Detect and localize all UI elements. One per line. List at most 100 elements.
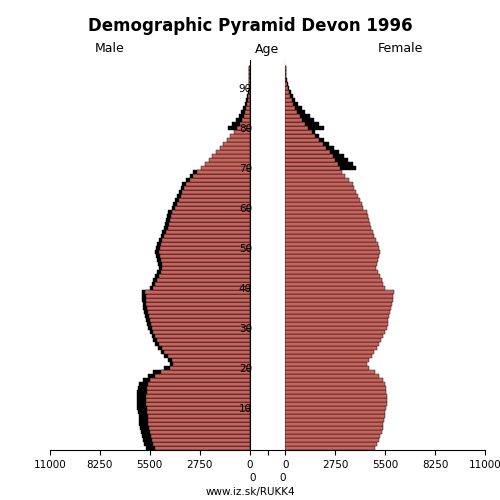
Bar [223, 142, 250, 146]
Bar [168, 210, 250, 214]
Bar [286, 162, 352, 166]
Bar [145, 314, 250, 318]
Bar [155, 374, 250, 378]
Bar [159, 250, 250, 254]
Bar [286, 90, 289, 94]
Bar [182, 182, 250, 186]
Bar [147, 410, 250, 414]
Bar [248, 94, 250, 98]
Bar [286, 158, 336, 162]
Bar [286, 110, 297, 114]
Bar [286, 198, 360, 202]
Bar [286, 406, 386, 410]
Bar [174, 202, 250, 205]
Bar [286, 298, 393, 302]
Bar [286, 174, 346, 178]
Bar [286, 134, 316, 138]
Bar [245, 102, 250, 106]
Bar [154, 330, 250, 334]
Bar [155, 342, 250, 345]
Bar [286, 326, 386, 330]
Bar [139, 422, 250, 426]
Bar [286, 170, 342, 173]
Bar [190, 178, 250, 182]
Bar [177, 202, 250, 205]
Bar [148, 374, 250, 378]
Bar [166, 230, 250, 234]
Bar [160, 270, 250, 274]
Bar [164, 354, 250, 358]
Bar [216, 150, 250, 154]
Bar [159, 266, 250, 270]
Bar [286, 426, 382, 430]
Bar [150, 378, 250, 382]
Bar [148, 310, 250, 314]
Bar [139, 382, 250, 386]
Bar [205, 162, 250, 166]
Bar [237, 126, 250, 130]
Bar [164, 234, 250, 238]
Bar [174, 362, 250, 366]
Bar [146, 394, 250, 398]
Bar [136, 398, 250, 402]
Bar [286, 418, 384, 422]
Bar [286, 202, 362, 205]
Bar [286, 310, 391, 314]
Bar [286, 258, 378, 262]
Bar [286, 186, 354, 190]
Bar [157, 258, 250, 262]
Bar [286, 278, 382, 281]
Bar [286, 98, 296, 102]
Bar [286, 394, 386, 398]
Bar [286, 322, 388, 326]
Bar [146, 398, 250, 402]
Bar [157, 278, 250, 281]
Bar [286, 386, 386, 390]
Bar [142, 298, 250, 302]
Bar [142, 438, 250, 442]
Bar [248, 90, 250, 94]
Bar [286, 166, 356, 170]
Bar [286, 126, 325, 130]
Bar [246, 98, 250, 102]
Bar [286, 194, 358, 198]
Bar [286, 154, 344, 158]
Bar [286, 382, 385, 386]
Bar [168, 354, 250, 358]
Bar [148, 382, 250, 386]
Bar [242, 118, 250, 122]
Bar [190, 174, 250, 178]
Bar [286, 110, 306, 114]
Bar [248, 98, 250, 102]
Bar [286, 274, 380, 278]
Bar [172, 206, 250, 210]
Bar [286, 294, 394, 298]
Bar [162, 346, 250, 350]
Bar [286, 106, 296, 110]
Bar [147, 322, 250, 326]
Bar [146, 318, 250, 322]
Bar [286, 122, 319, 126]
Bar [249, 86, 250, 90]
Bar [286, 410, 386, 414]
Bar [286, 126, 308, 130]
Bar [160, 258, 250, 262]
Bar [148, 422, 250, 426]
Bar [146, 302, 250, 306]
Bar [149, 426, 250, 430]
Text: Male: Male [95, 42, 125, 56]
Bar [162, 266, 250, 270]
Bar [179, 198, 250, 202]
Bar [155, 282, 250, 286]
Bar [146, 406, 250, 410]
Bar [286, 154, 333, 158]
Bar [286, 146, 334, 150]
Bar [230, 134, 250, 138]
Bar [152, 282, 250, 286]
Bar [286, 130, 314, 134]
Bar [286, 378, 383, 382]
Bar [156, 254, 250, 258]
Bar [286, 314, 390, 318]
Bar [164, 350, 250, 354]
Bar [157, 338, 250, 342]
